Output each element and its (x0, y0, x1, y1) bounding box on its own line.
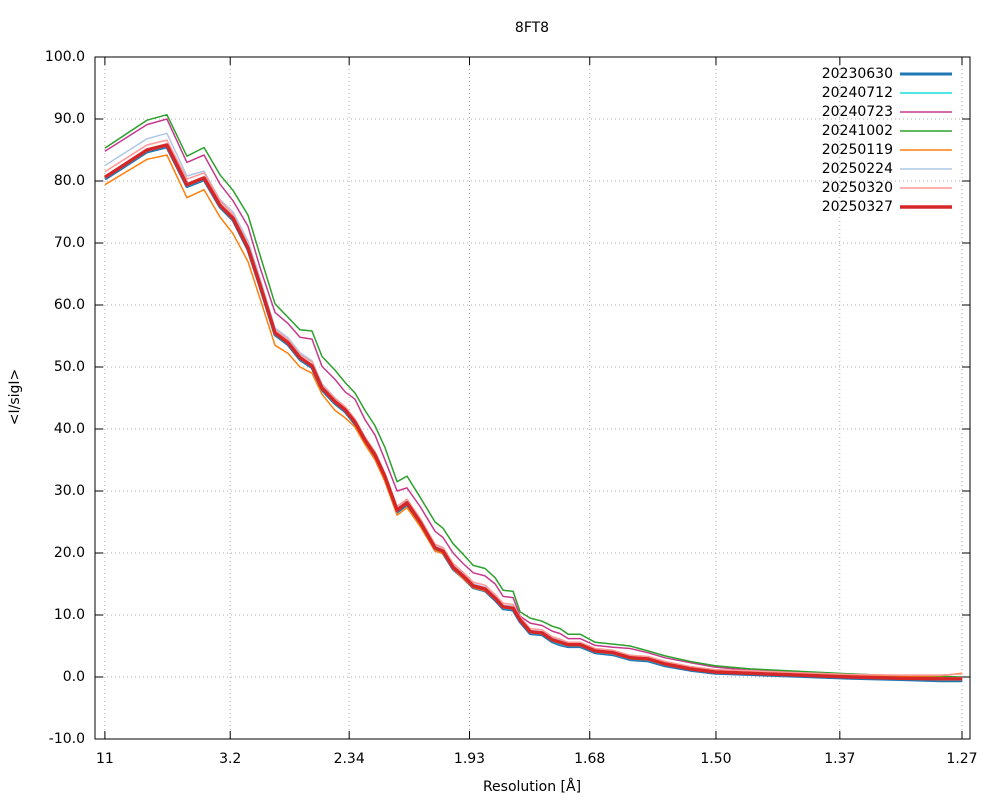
y-tick-label: 30.0 (54, 483, 85, 499)
legend-label: 20250224 (822, 161, 893, 177)
x-tick-label: 3.2 (219, 751, 241, 767)
y-tick-label: 40.0 (54, 421, 85, 437)
y-tick-label: 10.0 (54, 607, 85, 623)
series-line (103, 143, 963, 681)
y-tick-label: 90.0 (54, 111, 85, 127)
x-tick-label: 1.37 (824, 751, 855, 767)
legend-label: 20250327 (822, 199, 893, 215)
x-tick-label: 1.93 (454, 751, 485, 767)
chart-title: 8FT8 (515, 20, 549, 36)
legend-label: 20241002 (822, 123, 893, 139)
series-line (104, 113, 963, 678)
y-tick-label: 100.0 (45, 49, 85, 65)
x-tick-label: 1.50 (700, 751, 731, 767)
y-tick-label: 0.0 (63, 669, 85, 685)
y-tick-label: 70.0 (54, 235, 85, 251)
x-axis-label: Resolution [Å] (483, 778, 581, 795)
y-tick-label: 60.0 (54, 297, 85, 313)
y-tick-label: 20.0 (54, 545, 85, 561)
x-tick-label: 1.27 (946, 751, 977, 767)
x-tick-label: 11 (96, 751, 114, 767)
y-tick-label: 50.0 (54, 359, 85, 375)
plot-frame (94, 56, 971, 740)
legend-label: 20230630 (822, 66, 893, 82)
y-tick-label: 80.0 (54, 173, 85, 189)
series-line (104, 118, 963, 679)
legend-label: 20250320 (822, 180, 893, 196)
x-tick-label: 2.34 (334, 751, 365, 767)
y-tick-label: -10.0 (49, 731, 85, 747)
x-tick-label: 1.68 (574, 751, 605, 767)
legend-label: 20250119 (822, 142, 893, 158)
y-axis-label: <I/sigI> (7, 369, 23, 426)
legend-label: 20240712 (822, 85, 893, 101)
legend-label: 20240723 (822, 104, 893, 120)
